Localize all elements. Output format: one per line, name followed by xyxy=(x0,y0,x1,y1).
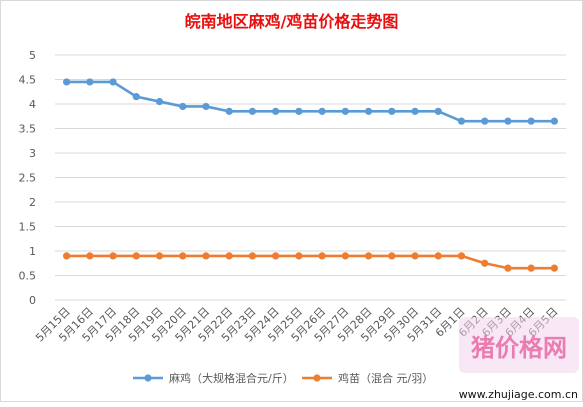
data-point xyxy=(225,252,233,260)
watermark-name: 猪价格网 xyxy=(471,334,567,362)
data-point xyxy=(341,107,349,115)
data-point xyxy=(179,102,187,111)
data-point xyxy=(179,252,187,260)
data-point xyxy=(434,107,442,115)
data-point xyxy=(272,107,280,115)
legend-label: 麻鸡（大规格混合元/斤） xyxy=(169,371,294,385)
data-point xyxy=(411,107,419,115)
data-point xyxy=(295,107,303,115)
legend-marker xyxy=(313,374,321,382)
data-point xyxy=(202,252,210,260)
data-point xyxy=(481,117,489,125)
y-tick-label: 1 xyxy=(29,245,36,258)
y-tick-label: 3 xyxy=(29,147,36,160)
data-point xyxy=(295,252,303,260)
y-tick-label: 0 xyxy=(29,294,36,307)
y-tick-label: 2.5 xyxy=(19,172,37,185)
y-axis-ticks: 0 0.5 1 1.5 2 2.5 3 3.5 4 4.5 5 xyxy=(19,49,37,307)
grid-lines xyxy=(55,54,566,301)
data-point xyxy=(272,252,280,260)
y-tick-label: 0.5 xyxy=(19,270,37,283)
data-point xyxy=(388,107,396,115)
data-point xyxy=(318,252,326,260)
data-point xyxy=(225,107,233,115)
data-point xyxy=(341,252,349,260)
legend-item: 鸡苗（混合 元/羽） xyxy=(302,371,433,385)
data-point xyxy=(481,259,489,267)
data-point xyxy=(457,117,466,125)
y-tick-label: 2 xyxy=(29,196,36,209)
y-tick-label: 4 xyxy=(29,98,36,111)
legend-item: 麻鸡（大规格混合元/斤） xyxy=(133,371,294,385)
data-point xyxy=(248,107,257,115)
watermark-url: www.zhujiage.com.cn xyxy=(459,388,578,401)
data-point xyxy=(63,252,71,260)
data-point xyxy=(132,93,140,101)
y-tick-label: 3.5 xyxy=(19,123,37,136)
series-line xyxy=(66,80,555,123)
data-point xyxy=(318,107,326,115)
series-1 xyxy=(63,78,558,125)
legend-marker xyxy=(144,374,152,382)
data-point xyxy=(527,264,535,272)
data-point xyxy=(388,252,396,260)
data-point xyxy=(109,78,117,86)
data-point xyxy=(155,97,164,106)
series-line xyxy=(66,254,555,270)
data-point xyxy=(434,252,442,260)
data-point xyxy=(527,117,535,125)
y-tick-label: 5 xyxy=(29,49,36,62)
data-point xyxy=(132,252,140,260)
data-point xyxy=(109,252,117,260)
y-tick-label: 1.5 xyxy=(19,221,37,234)
series-layer xyxy=(63,78,558,272)
chart-title: 皖南地区麻鸡/鸡苗价格走势图 xyxy=(185,12,399,31)
data-point xyxy=(86,78,94,86)
data-point xyxy=(155,252,164,260)
data-point xyxy=(504,264,512,272)
data-point xyxy=(411,252,419,260)
series-2 xyxy=(63,252,558,272)
data-point xyxy=(248,252,257,260)
data-point xyxy=(550,117,558,125)
data-point xyxy=(457,252,466,260)
data-point xyxy=(550,264,558,272)
data-point xyxy=(504,117,512,125)
watermark-badge xyxy=(459,317,579,373)
data-point xyxy=(63,78,71,86)
watermark-logo: 猪价格网 xyxy=(459,317,579,373)
data-point xyxy=(86,252,94,260)
y-tick-label: 4.5 xyxy=(19,74,37,87)
data-point xyxy=(364,107,373,115)
data-point xyxy=(202,102,210,111)
data-point xyxy=(364,252,373,260)
legend: 麻鸡（大规格混合元/斤） 鸡苗（混合 元/羽） xyxy=(133,371,433,385)
legend-label: 鸡苗（混合 元/羽） xyxy=(338,371,433,385)
